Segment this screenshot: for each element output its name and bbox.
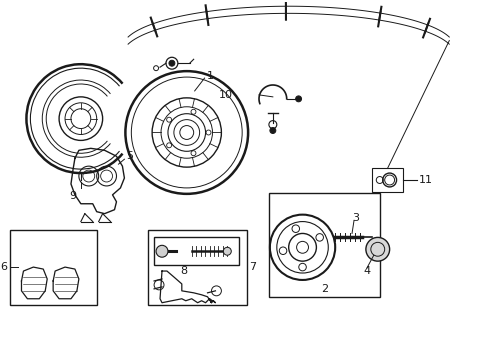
Bar bbox=[371, 168, 403, 192]
Text: 1: 1 bbox=[206, 71, 213, 81]
Circle shape bbox=[269, 127, 275, 134]
Text: 9: 9 bbox=[69, 191, 76, 201]
Bar bbox=[268, 193, 379, 297]
Text: 8: 8 bbox=[180, 266, 187, 276]
Text: 11: 11 bbox=[419, 175, 432, 185]
Text: 5: 5 bbox=[126, 151, 133, 161]
Bar bbox=[148, 230, 246, 305]
Circle shape bbox=[295, 96, 301, 102]
Text: 4: 4 bbox=[363, 266, 370, 276]
Text: 3: 3 bbox=[351, 213, 358, 222]
Text: 10: 10 bbox=[218, 90, 232, 100]
Circle shape bbox=[223, 247, 231, 255]
Text: 2: 2 bbox=[320, 284, 327, 294]
Text: 6: 6 bbox=[0, 262, 7, 272]
Bar bbox=[10, 230, 97, 305]
Circle shape bbox=[156, 245, 167, 257]
Bar bbox=[154, 237, 239, 265]
Text: 7: 7 bbox=[248, 262, 256, 272]
Circle shape bbox=[365, 237, 389, 261]
Circle shape bbox=[168, 60, 175, 66]
